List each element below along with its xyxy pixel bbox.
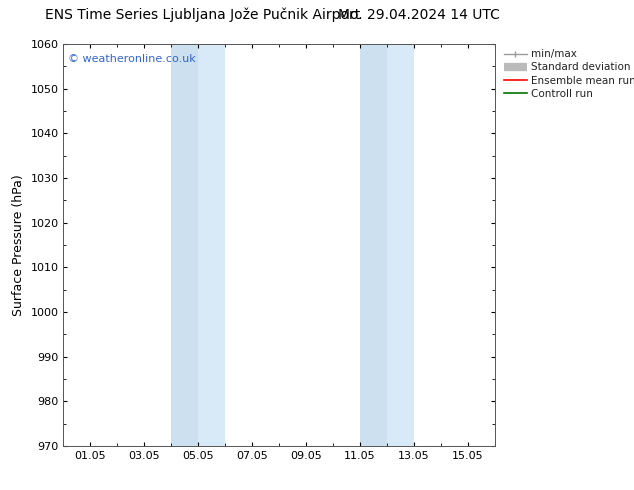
Legend: min/max, Standard deviation, Ensemble mean run, Controll run: min/max, Standard deviation, Ensemble me…: [504, 49, 634, 98]
Bar: [198, 44, 225, 446]
Bar: [387, 44, 413, 446]
Bar: [171, 44, 198, 446]
Bar: [359, 44, 387, 446]
Text: Mo. 29.04.2024 14 UTC: Mo. 29.04.2024 14 UTC: [337, 8, 500, 22]
Y-axis label: Surface Pressure (hPa): Surface Pressure (hPa): [12, 174, 25, 316]
Text: ENS Time Series Ljubljana Jože Pučnik Airport: ENS Time Series Ljubljana Jože Pučnik Ai…: [45, 7, 361, 22]
Text: © weatheronline.co.uk: © weatheronline.co.uk: [68, 54, 195, 64]
